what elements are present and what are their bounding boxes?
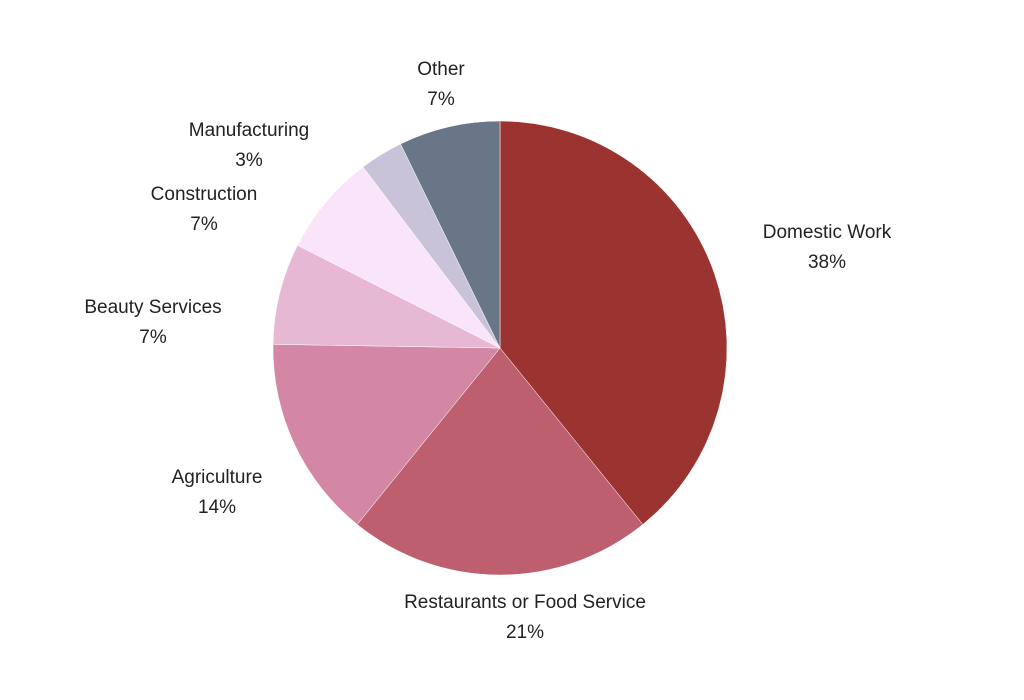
slice-name-label-agriculture: Agriculture xyxy=(172,467,263,488)
slice-value-label-restaurants-or-food-service: 21% xyxy=(506,622,544,643)
pie-slice-other xyxy=(400,120,501,349)
slice-name-label-other: Other xyxy=(417,59,465,80)
slice-name-label-construction: Construction xyxy=(151,184,258,205)
slice-name-label-manufacturing: Manufacturing xyxy=(189,120,309,141)
pie-slice-beauty-services xyxy=(272,244,501,349)
slice-value-label-domestic-work: 38% xyxy=(808,252,846,273)
slice-name-label-beauty-services: Beauty Services xyxy=(84,297,221,318)
slice-name-label-domestic-work: Domestic Work xyxy=(763,222,892,243)
pie-slice-domestic-work xyxy=(499,120,728,525)
pie-slice-construction xyxy=(297,166,501,349)
pie-labels: Domestic Work 38% Restaurants or Food Serv… xyxy=(84,59,891,643)
slice-value-label-beauty-services: 7% xyxy=(139,327,167,348)
pie-slices xyxy=(272,120,728,576)
pie-slice-agriculture xyxy=(272,344,501,525)
slice-value-label-manufacturing: 3% xyxy=(235,150,263,171)
slice-value-label-agriculture: 14% xyxy=(198,497,236,518)
slice-value-label-construction: 7% xyxy=(190,214,218,235)
pie-slice-restaurants-or-food-service xyxy=(356,347,644,576)
slice-value-label-other: 7% xyxy=(427,89,455,110)
slice-name-label-restaurants-or-food-service: Restaurants or Food Service xyxy=(404,592,646,613)
